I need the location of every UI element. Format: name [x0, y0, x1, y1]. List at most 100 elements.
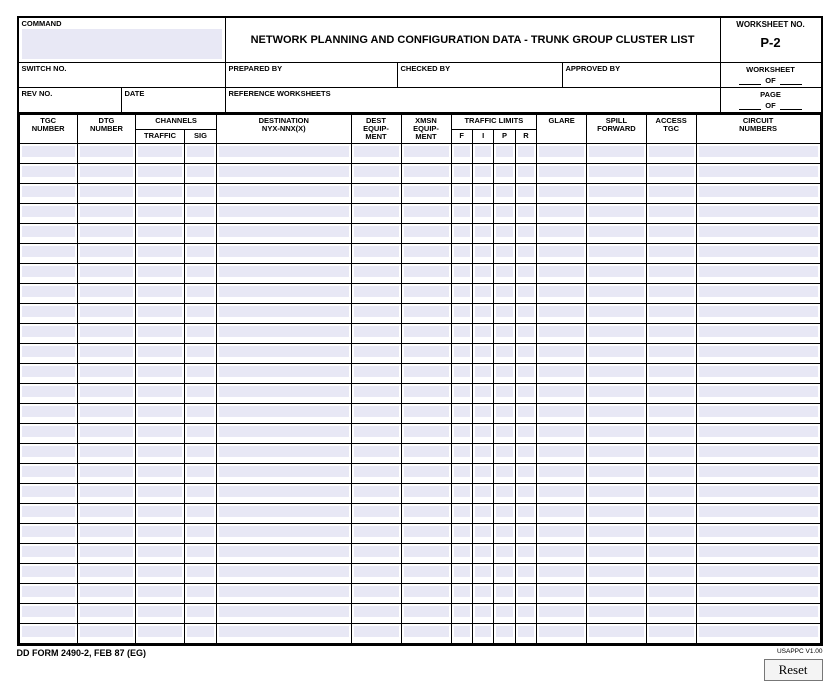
grid-cell[interactable] — [217, 323, 351, 343]
grid-cell[interactable] — [587, 303, 647, 323]
grid-cell[interactable] — [451, 443, 472, 463]
grid-cell[interactable] — [451, 403, 472, 423]
grid-cell[interactable] — [401, 563, 451, 583]
grid-cell[interactable] — [77, 443, 135, 463]
grid-cell[interactable] — [217, 223, 351, 243]
grid-cell[interactable] — [19, 363, 77, 383]
grid-cell[interactable] — [696, 183, 820, 203]
grid-cell[interactable] — [401, 543, 451, 563]
grid-cell[interactable] — [77, 503, 135, 523]
grid-cell[interactable] — [587, 323, 647, 343]
grid-cell[interactable] — [351, 603, 401, 623]
grid-cell[interactable] — [401, 203, 451, 223]
grid-cell[interactable] — [184, 283, 216, 303]
grid-cell[interactable] — [451, 143, 472, 163]
grid-cell[interactable] — [472, 403, 493, 423]
grid-cell[interactable] — [351, 183, 401, 203]
grid-cell[interactable] — [515, 303, 536, 323]
grid-cell[interactable] — [451, 363, 472, 383]
grid-cell[interactable] — [515, 143, 536, 163]
grid-cell[interactable] — [217, 523, 351, 543]
grid-cell[interactable] — [19, 523, 77, 543]
grid-cell[interactable] — [451, 523, 472, 543]
grid-cell[interactable] — [696, 403, 820, 423]
grid-cell[interactable] — [515, 263, 536, 283]
grid-cell[interactable] — [494, 263, 515, 283]
grid-cell[interactable] — [537, 523, 587, 543]
grid-cell[interactable] — [401, 323, 451, 343]
grid-cell[interactable] — [696, 143, 820, 163]
grid-cell[interactable] — [451, 343, 472, 363]
grid-cell[interactable] — [19, 583, 77, 603]
grid-cell[interactable] — [587, 423, 647, 443]
grid-cell[interactable] — [401, 483, 451, 503]
grid-cell[interactable] — [696, 303, 820, 323]
grid-cell[interactable] — [217, 563, 351, 583]
grid-cell[interactable] — [401, 223, 451, 243]
grid-cell[interactable] — [136, 183, 185, 203]
grid-cell[interactable] — [401, 383, 451, 403]
grid-cell[interactable] — [494, 503, 515, 523]
grid-cell[interactable] — [451, 563, 472, 583]
grid-cell[interactable] — [494, 563, 515, 583]
grid-cell[interactable] — [696, 363, 820, 383]
grid-cell[interactable] — [696, 503, 820, 523]
grid-cell[interactable] — [19, 243, 77, 263]
grid-cell[interactable] — [136, 523, 185, 543]
grid-cell[interactable] — [451, 163, 472, 183]
grid-cell[interactable] — [19, 143, 77, 163]
grid-cell[interactable] — [184, 523, 216, 543]
grid-cell[interactable] — [77, 543, 135, 563]
grid-cell[interactable] — [587, 543, 647, 563]
grid-cell[interactable] — [351, 503, 401, 523]
worksheet-total-input[interactable] — [780, 76, 802, 85]
grid-cell[interactable] — [77, 203, 135, 223]
grid-cell[interactable] — [351, 403, 401, 423]
grid-cell[interactable] — [351, 443, 401, 463]
grid-cell[interactable] — [217, 463, 351, 483]
grid-cell[interactable] — [136, 163, 185, 183]
grid-cell[interactable] — [696, 243, 820, 263]
grid-cell[interactable] — [494, 383, 515, 403]
grid-cell[interactable] — [646, 403, 696, 423]
grid-cell[interactable] — [537, 203, 587, 223]
grid-cell[interactable] — [587, 583, 647, 603]
grid-cell[interactable] — [184, 443, 216, 463]
grid-cell[interactable] — [136, 203, 185, 223]
grid-cell[interactable] — [184, 403, 216, 423]
grid-cell[interactable] — [587, 503, 647, 523]
grid-cell[interactable] — [587, 463, 647, 483]
grid-cell[interactable] — [77, 143, 135, 163]
grid-cell[interactable] — [472, 343, 493, 363]
grid-cell[interactable] — [537, 623, 587, 643]
grid-cell[interactable] — [472, 163, 493, 183]
grid-cell[interactable] — [77, 483, 135, 503]
grid-cell[interactable] — [401, 523, 451, 543]
grid-cell[interactable] — [537, 223, 587, 243]
grid-cell[interactable] — [184, 423, 216, 443]
grid-cell[interactable] — [77, 223, 135, 243]
grid-cell[interactable] — [401, 283, 451, 303]
grid-cell[interactable] — [472, 543, 493, 563]
grid-cell[interactable] — [351, 363, 401, 383]
grid-cell[interactable] — [401, 243, 451, 263]
grid-cell[interactable] — [217, 163, 351, 183]
grid-cell[interactable] — [537, 463, 587, 483]
grid-cell[interactable] — [451, 283, 472, 303]
grid-cell[interactable] — [646, 363, 696, 383]
grid-cell[interactable] — [451, 623, 472, 643]
grid-cell[interactable] — [472, 323, 493, 343]
grid-cell[interactable] — [19, 263, 77, 283]
grid-cell[interactable] — [696, 423, 820, 443]
grid-cell[interactable] — [537, 483, 587, 503]
grid-cell[interactable] — [19, 543, 77, 563]
grid-cell[interactable] — [77, 283, 135, 303]
grid-cell[interactable] — [136, 223, 185, 243]
grid-cell[interactable] — [401, 263, 451, 283]
grid-cell[interactable] — [401, 623, 451, 643]
grid-cell[interactable] — [515, 483, 536, 503]
worksheet-current-input[interactable] — [739, 76, 761, 85]
grid-cell[interactable] — [646, 283, 696, 303]
grid-cell[interactable] — [472, 503, 493, 523]
grid-cell[interactable] — [184, 563, 216, 583]
